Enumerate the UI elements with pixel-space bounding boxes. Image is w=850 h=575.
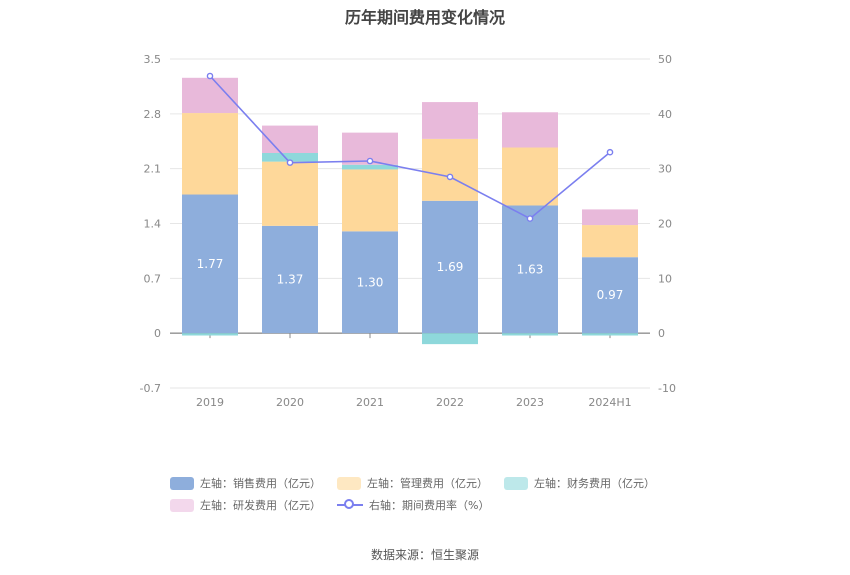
bar-segment bbox=[262, 153, 318, 162]
bar-data-label: 0.97 bbox=[597, 288, 624, 302]
bar-segment bbox=[582, 333, 638, 336]
legend-swatch-admin bbox=[337, 476, 361, 490]
legend-label-admin: 左轴：管理费用（亿元） bbox=[367, 477, 488, 490]
bar-segment bbox=[342, 164, 398, 170]
legend-label-rate: 右轴：期间费用率（%） bbox=[369, 499, 490, 512]
bar-segment bbox=[582, 257, 638, 334]
x-axis-tick-label: 2024H1 bbox=[588, 396, 631, 409]
bar-segment bbox=[182, 333, 238, 336]
bar-data-label: 1.63 bbox=[517, 262, 544, 276]
bar-segment bbox=[502, 112, 558, 148]
bar-segment bbox=[582, 225, 638, 258]
x-axis-tick-label: 2020 bbox=[276, 396, 304, 409]
legend-item-admin[interactable]: 左轴：管理费用（亿元） bbox=[337, 475, 488, 491]
x-axis-tick-label: 2019 bbox=[196, 396, 224, 409]
bar-segment bbox=[182, 194, 238, 334]
bar-segment bbox=[262, 125, 318, 153]
legend-swatch-finance bbox=[504, 476, 528, 490]
chart-title: 历年期间费用变化情况 bbox=[344, 8, 505, 27]
x-axis-tick-label: 2021 bbox=[356, 396, 384, 409]
rate-point bbox=[606, 148, 614, 156]
rate-point bbox=[206, 72, 214, 80]
left-axis-tick-label: 2.1 bbox=[144, 163, 162, 176]
bar-data-label: 1.30 bbox=[357, 275, 384, 289]
right-axis-tick-label: 0 bbox=[658, 327, 665, 340]
bar-data-label: 1.69 bbox=[437, 260, 464, 274]
bar-segment bbox=[342, 169, 398, 232]
legend-item-finance[interactable]: 左轴：财务费用（亿元） bbox=[504, 475, 655, 491]
left-axis-tick-label: 1.4 bbox=[144, 218, 162, 231]
right-axis-tick-label: 50 bbox=[658, 53, 672, 66]
bar-segment bbox=[262, 225, 318, 334]
legend-item-rate[interactable]: 右轴：期间费用率（%） bbox=[337, 497, 489, 513]
rate-point bbox=[526, 215, 534, 222]
legend-swatch-sales bbox=[170, 476, 194, 490]
rate-line bbox=[209, 75, 611, 220]
bar-segment bbox=[342, 231, 398, 334]
bar-segment bbox=[262, 161, 318, 226]
left-axis-tick-label: 3.5 bbox=[144, 53, 162, 66]
legend-item-sales[interactable]: 左轴：销售费用（亿元） bbox=[170, 475, 321, 491]
rate-point bbox=[286, 159, 294, 166]
left-axis-tick-label: 0 bbox=[154, 327, 161, 340]
bar-segment bbox=[422, 333, 478, 345]
legend-item-rnd[interactable]: 左轴：研发费用（亿元） bbox=[170, 497, 321, 513]
right-axis-tick-label: 30 bbox=[658, 163, 672, 176]
bar-segment bbox=[182, 113, 238, 195]
legend: 左轴：销售费用（亿元） 左轴：管理费用（亿元） 左轴：财务费用（亿元） 左轴：研… bbox=[170, 472, 690, 516]
bar-segment bbox=[582, 209, 638, 226]
legend-swatch-rnd bbox=[170, 498, 194, 512]
data-source: 数据来源：恒生聚源 bbox=[370, 548, 479, 562]
legend-line-marker-icon bbox=[337, 498, 363, 512]
right-axis-tick-label: 10 bbox=[658, 272, 672, 285]
x-axis-tick-label: 2022 bbox=[436, 396, 464, 409]
bar-data-label: 1.37 bbox=[277, 273, 304, 287]
rate-point bbox=[366, 157, 374, 165]
legend-label-finance: 左轴：财务费用（亿元） bbox=[534, 477, 655, 490]
bar-segment bbox=[422, 138, 478, 201]
right-axis-tick-label: 20 bbox=[658, 218, 672, 231]
right-axis-tick-label: 40 bbox=[658, 108, 672, 121]
rate-point bbox=[446, 173, 454, 181]
x-axis-tick-label: 2023 bbox=[516, 396, 544, 409]
bar-segment bbox=[502, 333, 558, 336]
legend-label-sales: 左轴：销售费用（亿元） bbox=[200, 477, 321, 490]
left-axis-tick-label: 2.8 bbox=[144, 108, 162, 121]
left-axis-tick-label: 0.7 bbox=[144, 272, 162, 285]
bar-segment bbox=[502, 205, 558, 334]
bar-segment bbox=[182, 77, 238, 114]
bar-segment bbox=[422, 200, 478, 334]
bar-data-label: 1.77 bbox=[197, 257, 224, 271]
chart-plot: 3.5 2.8 2.1 1.4 0.7 0 -0.7 50 40 30 20 10 0 -10 2019 20… bbox=[140, 53, 676, 409]
right-axis-tick-label: -10 bbox=[658, 382, 676, 395]
bar-segment bbox=[422, 102, 478, 139]
left-axis-tick-label: -0.7 bbox=[140, 382, 161, 395]
bar-segment bbox=[502, 147, 558, 206]
legend-label-rnd: 左轴：研发费用（亿元） bbox=[200, 499, 321, 512]
